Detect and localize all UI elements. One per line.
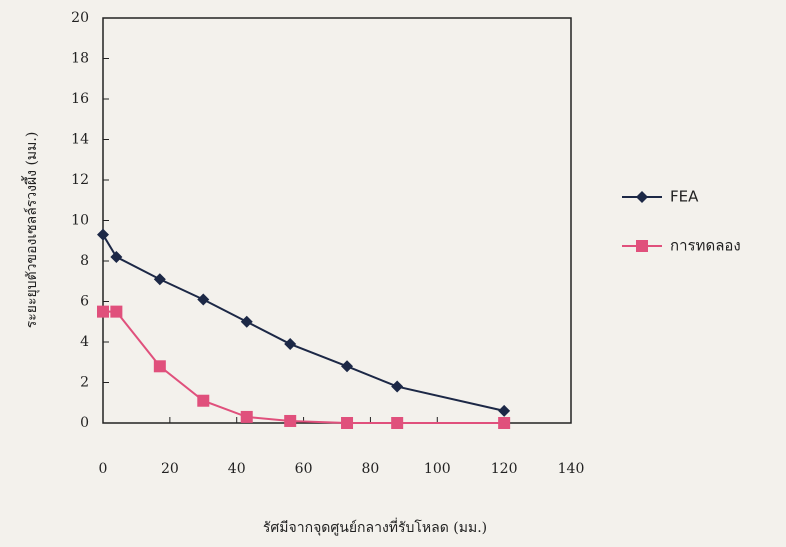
x-tick-label: 20 (161, 461, 179, 477)
y-tick-label: 4 (80, 334, 89, 350)
x-tick-label: 100 (424, 461, 451, 477)
point (498, 417, 511, 429)
y-tick-label: 16 (71, 91, 89, 107)
y-tick-label: 10 (71, 213, 89, 229)
y-tick-label: 18 (71, 51, 89, 67)
point (197, 293, 210, 306)
point (97, 228, 109, 241)
point (110, 250, 123, 263)
point (97, 305, 109, 318)
point (391, 417, 404, 429)
point (240, 410, 253, 423)
point (284, 414, 297, 427)
point (391, 380, 404, 393)
x-tick-label: 40 (228, 461, 246, 477)
y-tick-label: 2 (80, 375, 89, 391)
y-axis-title: ระยะยุบตัวของเซลล์รวงผึ้ง (มม.) (21, 132, 40, 329)
point (341, 417, 354, 429)
point (498, 404, 511, 417)
x-tick-label: 80 (362, 461, 380, 477)
x-tick-label: 60 (295, 461, 313, 477)
point (341, 360, 354, 373)
point (240, 315, 253, 328)
legend-marker (636, 191, 648, 203)
x-tick-label: 140 (558, 461, 585, 477)
y-tick-label: 0 (80, 415, 89, 431)
legend-label: FEA (670, 188, 699, 206)
y-tick-label: 20 (71, 10, 89, 26)
x-tick-label: 0 (99, 461, 108, 477)
series-line (102, 234, 505, 412)
legend-marker (636, 240, 648, 252)
y-tick-label: 8 (80, 253, 89, 269)
point (153, 360, 166, 373)
x-axis-title: รัศมีจากจุดศูนย์กลางที่รับโหลด (มม.) (263, 518, 487, 536)
point (110, 305, 123, 318)
y-tick-label: 14 (71, 132, 89, 148)
x-tick-label: 120 (491, 461, 518, 477)
point (153, 273, 166, 286)
y-tick-label: 12 (71, 172, 89, 188)
point (284, 338, 297, 351)
point (197, 394, 210, 407)
y-tick-label: 6 (80, 294, 89, 310)
legend-label: การทดลอง (670, 237, 741, 255)
